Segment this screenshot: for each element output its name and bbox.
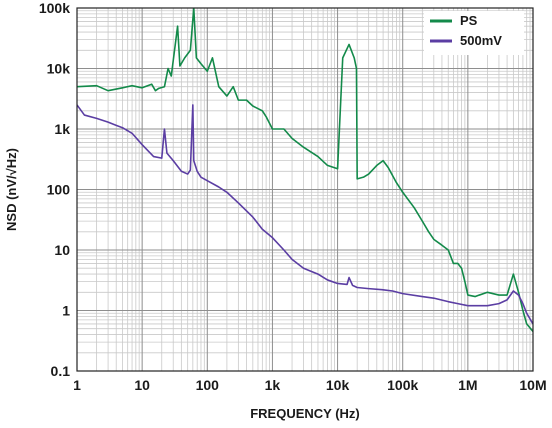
x-tick-label: 10 — [134, 377, 150, 393]
x-axis-title: FREQUENCY (Hz) — [250, 406, 360, 421]
x-tick-label: 100k — [387, 377, 418, 393]
legend-label-ps: PS — [460, 13, 478, 28]
y-tick-labels: 0.1 1 10 100 1k 10k 100k — [39, 0, 70, 379]
legend-box — [424, 11, 524, 55]
x-tick-label: 10k — [326, 377, 350, 393]
x-tick-label: 1k — [265, 377, 281, 393]
y-tick-label: 10k — [47, 61, 71, 77]
y-tick-label: 100k — [39, 0, 70, 16]
y-tick-label: 1 — [62, 303, 70, 319]
y-axis-title: NSD (nV/√Hz) — [4, 148, 19, 231]
y-tick-label: 10 — [54, 242, 70, 258]
series-line-ps — [77, 8, 533, 332]
x-tick-labels: 1 10 100 1k 10k 100k 1M 10M — [73, 377, 547, 393]
plot-frame — [76, 7, 534, 372]
legend: PS 500mV — [424, 11, 524, 55]
x-tick-label: 1 — [73, 377, 81, 393]
x-tick-label: 1M — [458, 377, 477, 393]
x-tick-label: 100 — [196, 377, 220, 393]
legend-label-500mv: 500mV — [460, 33, 502, 48]
y-tick-label: 0.1 — [51, 363, 71, 379]
x-tick-label: 10M — [519, 377, 546, 393]
y-tick-label: 1k — [54, 121, 70, 137]
y-tick-label: 100 — [47, 182, 71, 198]
series-line-500mv — [77, 104, 533, 325]
series-layer — [77, 8, 533, 332]
